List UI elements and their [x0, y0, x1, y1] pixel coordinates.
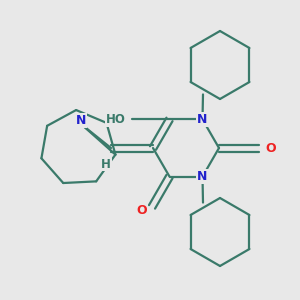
Text: N: N	[197, 170, 208, 183]
Text: N: N	[76, 113, 86, 127]
Text: N: N	[197, 113, 208, 126]
Text: O: O	[266, 142, 276, 154]
Text: O: O	[137, 204, 147, 218]
Text: H: H	[101, 158, 111, 170]
Text: HO: HO	[106, 113, 125, 126]
